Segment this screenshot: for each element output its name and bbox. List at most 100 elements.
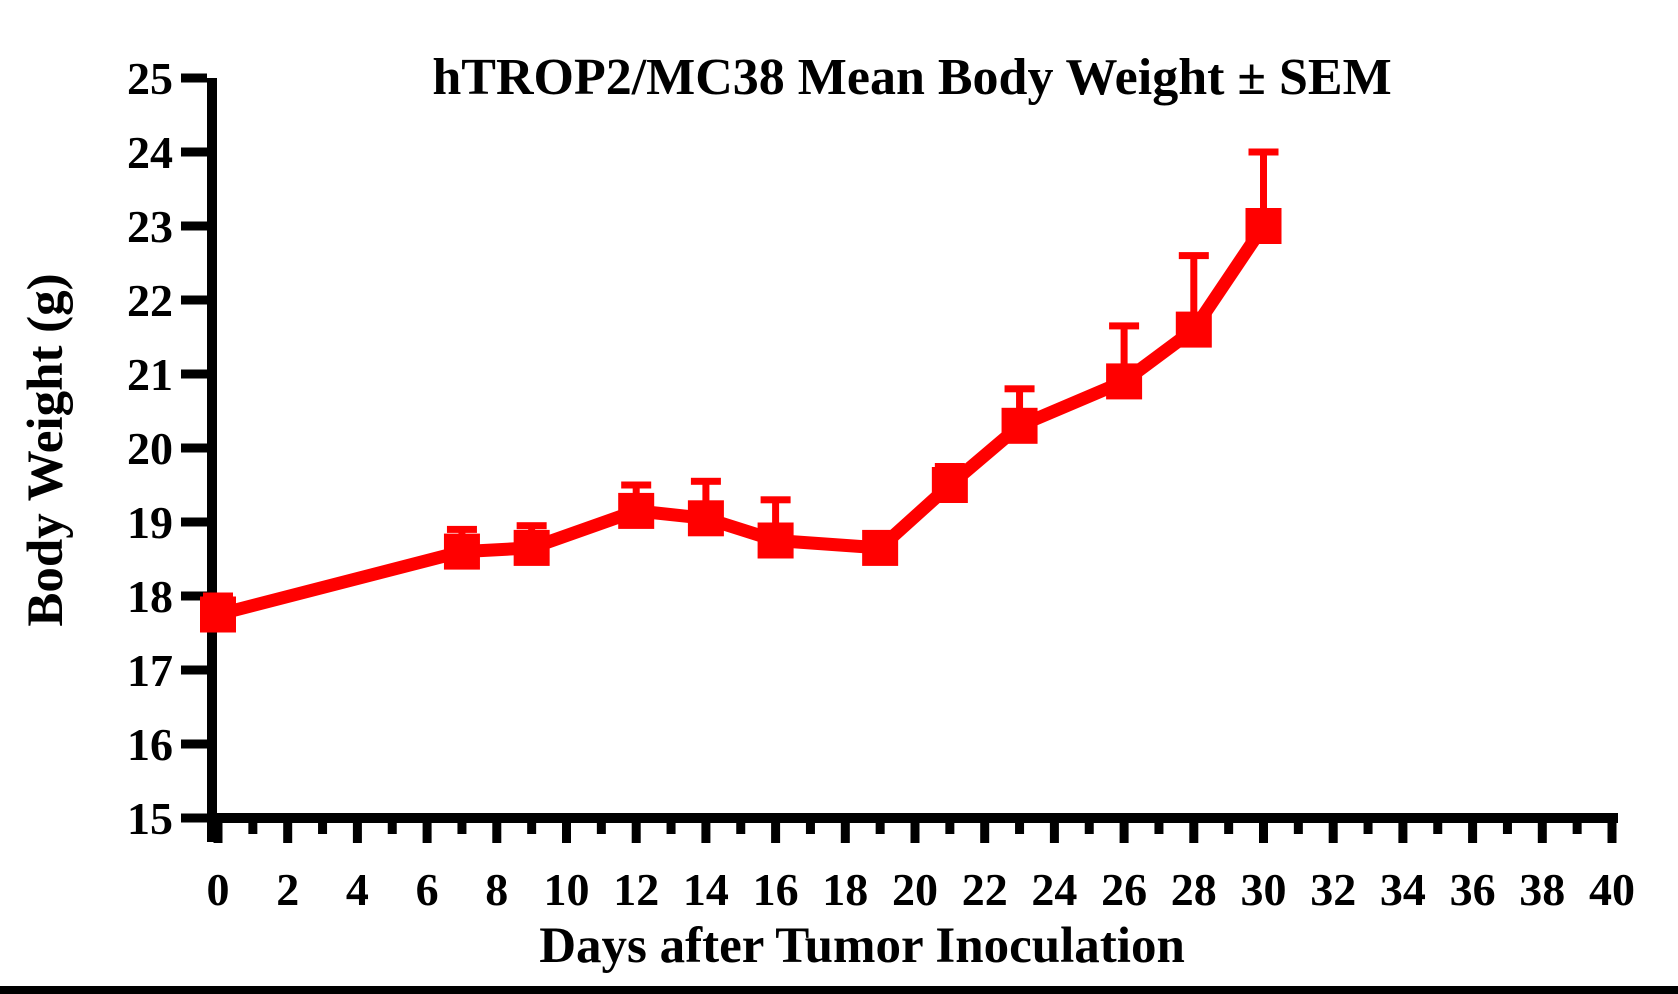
y-tick-label: 24 <box>127 127 173 178</box>
error-bar-cap <box>1004 385 1035 393</box>
data-point-marker <box>1106 363 1143 400</box>
x-tick-minor <box>805 823 815 834</box>
x-tick-label: 36 <box>1450 864 1496 915</box>
y-tick <box>181 591 207 601</box>
x-tick-major <box>1607 823 1617 843</box>
x-tick-label: 22 <box>962 864 1008 915</box>
error-bar-cap <box>516 522 547 530</box>
data-point-marker <box>200 596 236 633</box>
x-tick-minor <box>1502 823 1512 834</box>
data-series <box>200 148 1282 633</box>
x-tick-major <box>840 823 850 843</box>
error-bar-cap <box>934 463 965 470</box>
x-tick-label: 40 <box>1589 864 1635 915</box>
x-tick-minor <box>1154 823 1164 834</box>
error-bar-whisker <box>772 499 780 541</box>
y-tick <box>181 369 207 379</box>
data-point-marker <box>862 529 899 566</box>
x-tick-major <box>701 823 711 843</box>
x-tick-major <box>980 823 990 843</box>
x-tick-label: 4 <box>346 864 369 915</box>
x-tick-major <box>631 823 641 843</box>
error-bar-whisker <box>1190 255 1198 330</box>
x-tick-label: 6 <box>416 864 439 915</box>
data-point-marker <box>687 500 724 537</box>
y-tick <box>181 443 207 453</box>
y-tick <box>181 813 207 823</box>
y-tick <box>181 665 207 675</box>
y-tick-label: 19 <box>127 497 173 548</box>
data-point-marker <box>513 529 550 566</box>
y-tick-label: 18 <box>127 571 173 622</box>
data-point-marker <box>1001 407 1038 444</box>
x-tick-major <box>771 823 781 843</box>
x-tick-major <box>213 823 223 843</box>
x-tick-label: 20 <box>892 864 938 915</box>
y-tick-label: 16 <box>127 719 173 770</box>
y-tick-label: 25 <box>127 53 173 104</box>
x-tick-minor <box>457 823 467 834</box>
x-axis-title: Days after Tumor Inoculation <box>539 918 1185 974</box>
y-tick <box>181 295 207 305</box>
x-tick-minor <box>1293 823 1303 834</box>
error-bar-whisker <box>1260 152 1267 226</box>
x-tick-label: 34 <box>1380 864 1426 915</box>
x-tick-label: 14 <box>683 864 729 915</box>
data-point-marker <box>618 492 655 529</box>
error-bar-whisker <box>1120 325 1128 382</box>
x-tick-minor <box>387 823 397 834</box>
error-bar-cap <box>690 477 721 485</box>
y-tick-label: 17 <box>127 645 173 696</box>
data-point-marker <box>1245 208 1282 244</box>
x-tick-major <box>1189 823 1199 843</box>
x-tick-label: 30 <box>1241 864 1287 915</box>
axes <box>181 73 1618 843</box>
x-tick-minor <box>1084 823 1094 834</box>
error-bar-cap <box>760 496 791 504</box>
x-tick-minor <box>666 823 676 834</box>
x-tick-label: 0 <box>207 864 230 915</box>
x-tick-label: 12 <box>613 864 659 915</box>
x-tick-label: 28 <box>1171 864 1217 915</box>
x-tick-major <box>910 823 920 843</box>
x-tick-label: 10 <box>544 864 590 915</box>
y-tick <box>181 221 207 231</box>
x-tick-minor <box>1224 823 1234 834</box>
y-tick-label: 23 <box>127 201 173 252</box>
x-tick-minor <box>875 823 885 834</box>
x-tick-label: 2 <box>276 864 299 915</box>
x-tick-minor <box>318 823 328 834</box>
x-tick-minor <box>527 823 537 834</box>
y-tick <box>181 517 207 527</box>
x-tick-minor <box>248 823 258 834</box>
x-tick-label: 38 <box>1519 864 1565 915</box>
x-tick-minor <box>1363 823 1373 834</box>
x-tick-major <box>1468 823 1478 843</box>
x-tick-label: 18 <box>822 864 868 915</box>
x-tick-minor <box>1572 823 1582 834</box>
x-tick-minor <box>736 823 746 834</box>
x-tick-label: 16 <box>753 864 799 915</box>
x-tick-major <box>283 823 293 843</box>
y-tick-label: 20 <box>127 423 173 474</box>
x-tick-major <box>492 823 502 843</box>
y-tick <box>181 147 207 157</box>
y-tick-label: 21 <box>127 349 173 400</box>
x-tick-major <box>352 823 362 843</box>
x-axis-spine <box>207 813 1618 823</box>
x-tick-label: 32 <box>1310 864 1356 915</box>
data-point-marker <box>757 522 794 559</box>
y-tick-label: 22 <box>127 275 173 326</box>
error-bar-cap <box>1109 322 1140 330</box>
x-tick-major <box>422 823 432 843</box>
x-tick-label: 26 <box>1101 864 1147 915</box>
x-tick-major <box>1259 823 1268 843</box>
x-tick-major <box>1537 823 1547 843</box>
error-bar-cap <box>203 592 233 600</box>
x-tick-minor <box>1015 823 1025 834</box>
y-axis-title: Body Weight (g) <box>18 273 74 626</box>
error-bar-whisker <box>702 481 710 519</box>
x-tick-label: 24 <box>1031 864 1077 915</box>
